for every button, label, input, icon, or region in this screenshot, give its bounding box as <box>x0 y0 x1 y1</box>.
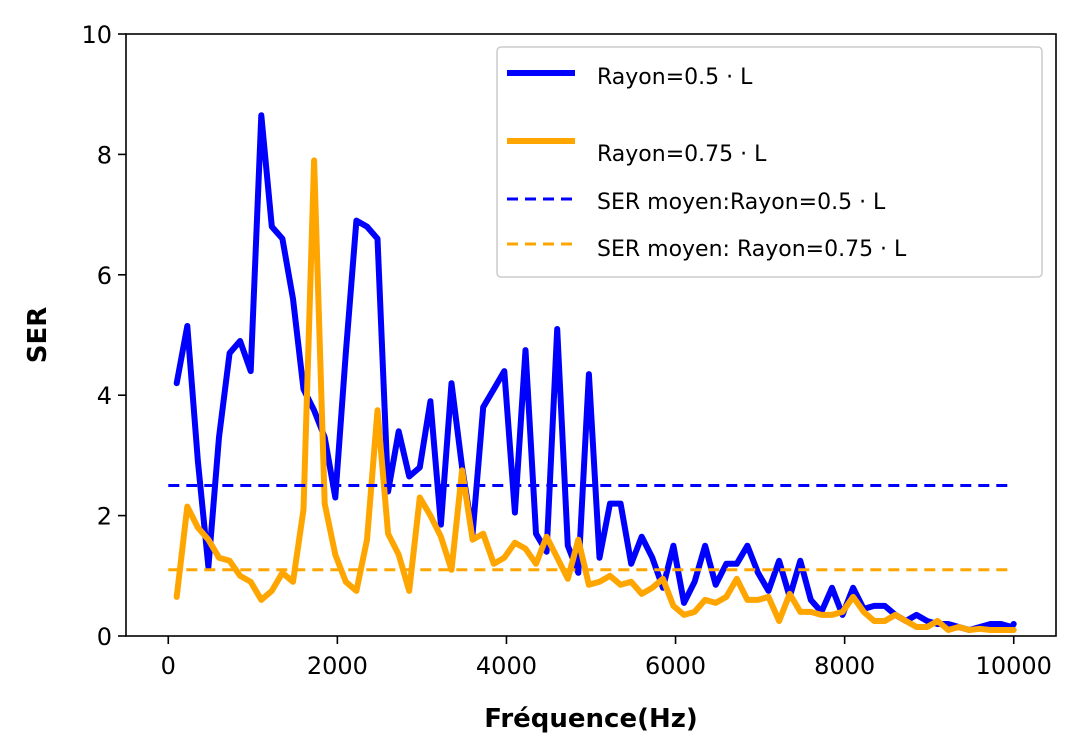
x-axis: 0 2000 4000 6000 8000 10000 <box>161 636 1052 680</box>
x-tick-label: 10000 <box>976 652 1052 680</box>
y-tick-label: 2 <box>97 503 112 531</box>
y-tick-label: 4 <box>97 382 112 410</box>
x-tick-label: 0 <box>161 652 176 680</box>
plot-frame <box>125 33 1057 637</box>
legend-label-2: Rayon=0.75 · L <box>597 142 767 167</box>
x-tick-label: 4000 <box>476 652 537 680</box>
x-tick-label: 8000 <box>814 652 875 680</box>
y-tick-label: 6 <box>97 262 112 290</box>
y-axis-title: SER <box>23 307 53 364</box>
legend-label-4: SER moyen: Rayon=0.75 · L <box>597 237 907 262</box>
y-tick-label: 8 <box>97 141 112 169</box>
series-line-1 <box>173 112 1017 633</box>
y-axis: 0 2 4 6 8 10 <box>81 21 126 651</box>
x-axis-title: Fréquence(Hz) <box>484 704 698 734</box>
y-tick-label: 10 <box>81 21 112 49</box>
y-tick-label: 0 <box>97 623 112 651</box>
x-tick-label: 2000 <box>307 652 368 680</box>
series-layer <box>168 112 1017 633</box>
legend-box <box>496 46 1043 278</box>
legend: Rayon=0.5 · L Rayon=0.75 · L SER moyen:Ray… <box>496 46 1043 278</box>
series-line-2 <box>173 157 1017 633</box>
x-tick-label: 6000 <box>645 652 706 680</box>
legend-label-3: SER moyen:Rayon=0.5 · L <box>597 190 886 215</box>
legend-label-1: Rayon=0.5 · L <box>597 65 753 90</box>
